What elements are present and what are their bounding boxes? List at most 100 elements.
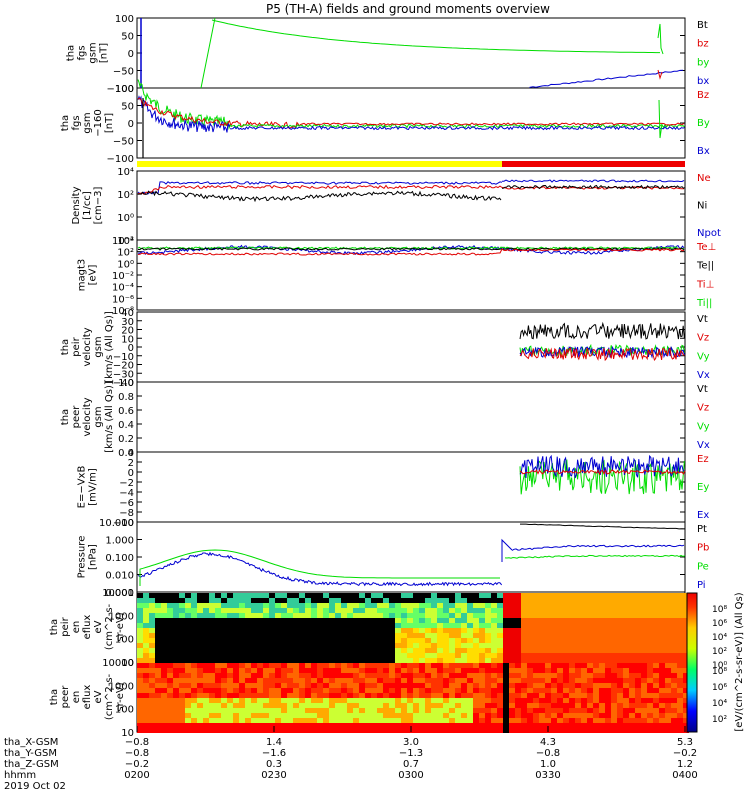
- spectrogram-cell: [581, 658, 587, 663]
- spectrogram-cell: [323, 598, 329, 603]
- spectrogram-cell: [569, 618, 575, 623]
- spectrogram-cell: [407, 698, 413, 703]
- spectrogram-cell: [197, 643, 203, 648]
- spectrogram-cell: [299, 593, 305, 598]
- spectrogram-cell: [389, 593, 395, 598]
- spectrogram-cell: [455, 648, 461, 653]
- spectrogram-cell: [563, 653, 569, 658]
- spectrogram-cell: [623, 683, 629, 688]
- spectrogram-cell: [401, 618, 407, 623]
- spectrogram-cell: [407, 623, 413, 628]
- spectrogram-cell: [233, 698, 239, 703]
- spectrogram-cell: [683, 608, 689, 613]
- spectrogram-cell: [215, 653, 221, 658]
- xtick-z-gsm: 0.7: [403, 759, 419, 770]
- spectrogram-cell: [149, 598, 155, 603]
- spectrogram-cell: [437, 598, 443, 603]
- spectrogram-cell: [149, 648, 155, 653]
- spectrogram-cell: [407, 718, 413, 723]
- spectrogram-cell: [269, 623, 275, 628]
- spectrogram-cell: [575, 688, 581, 693]
- spectrogram-cell: [371, 603, 377, 608]
- ytick-label: −50: [113, 137, 134, 148]
- spectrogram-cell: [353, 683, 359, 688]
- spectrogram-cell: [605, 683, 611, 688]
- spectrogram-cell: [311, 653, 317, 658]
- spectrogram-cell: [617, 608, 623, 613]
- spectrogram-cell: [299, 653, 305, 658]
- spectrogram-cell: [617, 618, 623, 623]
- spectrogram-cell: [497, 723, 503, 728]
- spectrogram-cell: [215, 698, 221, 703]
- spectrogram-cell: [509, 643, 515, 648]
- spectrogram-cell: [533, 593, 539, 598]
- spectrogram-cell: [515, 648, 521, 653]
- spectrogram-cell: [149, 723, 155, 728]
- spectrogram-cell: [593, 728, 599, 733]
- spectrogram-cell: [677, 713, 683, 718]
- spectrogram-cell: [311, 698, 317, 703]
- spectrogram-cell: [167, 723, 173, 728]
- spectrogram-cell: [335, 638, 341, 643]
- spectrogram-cell: [563, 708, 569, 713]
- spectrogram-cell: [641, 593, 647, 598]
- spectrogram-cell: [551, 593, 557, 598]
- spectrogram-cell: [401, 683, 407, 688]
- spectrogram-cell: [467, 673, 473, 678]
- spectrogram-cell: [197, 628, 203, 633]
- spectrogram-cell: [323, 638, 329, 643]
- spectrogram-cell: [365, 633, 371, 638]
- spectrogram-cell: [497, 673, 503, 678]
- spectrogram-cell: [137, 613, 143, 618]
- spectrogram-cell: [599, 673, 605, 678]
- spectrogram-cell: [233, 728, 239, 733]
- spectrogram-cell: [419, 693, 425, 698]
- spectrogram-cell: [665, 713, 671, 718]
- spectrogram-cell: [311, 723, 317, 728]
- spectrogram-cell: [353, 668, 359, 673]
- spectrogram-cell: [677, 668, 683, 673]
- spectrogram-cell: [173, 628, 179, 633]
- spectrogram-cell: [647, 618, 653, 623]
- spectrogram-cell: [503, 608, 509, 613]
- spectrogram-cell: [569, 608, 575, 613]
- spectrogram-cell: [179, 603, 185, 608]
- spectrogram-cell: [215, 678, 221, 683]
- spectrogram-cell: [227, 643, 233, 648]
- spectrogram-cell: [623, 693, 629, 698]
- spectrogram-cell: [161, 613, 167, 618]
- spectrogram-cell: [203, 728, 209, 733]
- spectrogram-cell: [347, 603, 353, 608]
- spectrogram-cell: [485, 683, 491, 688]
- spectrogram-cell: [629, 613, 635, 618]
- spectrogram-cell: [569, 668, 575, 673]
- spectrogram-cell: [185, 673, 191, 678]
- ylabel-text: tha: [49, 689, 60, 705]
- spectrogram-cell: [305, 708, 311, 713]
- spectrogram-cell: [575, 628, 581, 633]
- spectrogram-cell: [635, 643, 641, 648]
- spectrogram-cell: [611, 663, 617, 668]
- spectrogram-cell: [587, 663, 593, 668]
- spectrogram-cell: [503, 708, 509, 713]
- spectrogram-cell: [305, 678, 311, 683]
- spectrogram-cell: [563, 703, 569, 708]
- spectrogram-cell: [377, 608, 383, 613]
- spectrogram-cell: [365, 698, 371, 703]
- spectrogram-cell: [677, 703, 683, 708]
- spectrogram-cell: [515, 653, 521, 658]
- spectrogram-cell: [323, 653, 329, 658]
- spectrogram-cell: [371, 608, 377, 613]
- spectrogram-cell: [431, 618, 437, 623]
- spectrogram-cell: [251, 668, 257, 673]
- spectrogram-cell: [341, 688, 347, 693]
- spectrogram-cell: [167, 618, 173, 623]
- spectrogram-cell: [611, 638, 617, 643]
- spectrogram-cell: [257, 698, 263, 703]
- spectrogram-cell: [395, 603, 401, 608]
- spectrogram-cell: [161, 628, 167, 633]
- spectrogram-cell: [569, 703, 575, 708]
- spectrogram-cell: [221, 663, 227, 668]
- spectrogram-cell: [599, 688, 605, 693]
- xaxis-row-label: hhmm: [4, 770, 36, 781]
